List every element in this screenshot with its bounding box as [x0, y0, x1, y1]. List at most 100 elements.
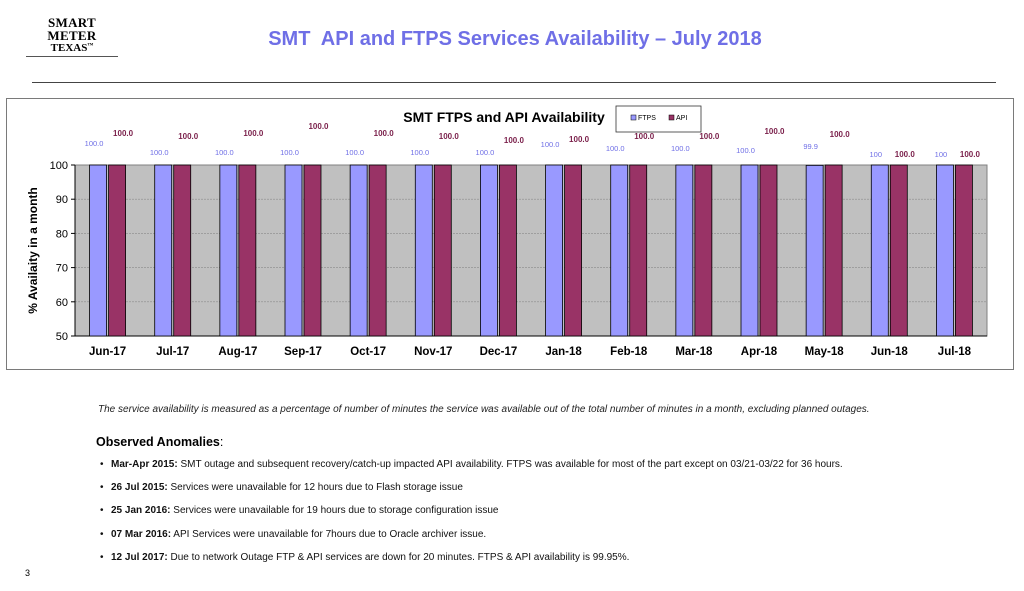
y-tick-label: 50 — [56, 331, 68, 343]
anomaly-item: • 25 Jan 2016: Services were unavailable … — [100, 505, 499, 517]
x-tick-label: Oct-17 — [350, 346, 386, 358]
page-title: SMT API and FTPS Services Availability –… — [268, 28, 762, 50]
y-tick-label: 90 — [56, 194, 68, 206]
data-label-ftps: 100.0 — [345, 148, 364, 157]
anomalies-heading: Observed Anomalies: — [96, 435, 224, 449]
bar-api — [889, 164, 908, 337]
x-tick-label: Mar-18 — [675, 346, 713, 358]
bar-api — [499, 164, 517, 337]
x-tick-label: Jun-17 — [89, 346, 126, 358]
bar-api — [694, 164, 713, 337]
data-label-api: 100.0 — [243, 129, 264, 138]
data-label-ftps: 100.0 — [476, 148, 495, 157]
x-tick-label: Jul-17 — [156, 346, 189, 358]
data-label-ftps: 100.0 — [541, 140, 560, 149]
chart-title: SMT FTPS and API Availability — [403, 109, 605, 125]
y-tick-label: 100 — [50, 160, 68, 172]
bar-ftps — [480, 164, 498, 337]
data-label-api: 100.0 — [569, 135, 590, 144]
bar-api — [955, 164, 973, 337]
bar-ftps — [545, 164, 563, 337]
chart-svg: 50 60 70 80 90 100 % Availaity in a month SMT F… — [26, 105, 988, 358]
bar-api — [759, 164, 778, 337]
anomaly-item: • 07 Mar 2016: API Services were unavaila… — [100, 528, 487, 540]
y-tick-label: 80 — [56, 228, 68, 240]
logo-rule — [26, 56, 118, 57]
x-tick-label: Jun-18 — [871, 346, 909, 358]
bar-ftps — [349, 164, 368, 337]
legend-label-api: API — [676, 115, 687, 122]
x-tick-label: Apr-18 — [741, 346, 778, 358]
bar-api — [108, 164, 126, 337]
logo-line-2: TEXAS™ — [50, 42, 94, 54]
bar-api — [303, 164, 322, 337]
data-label-api: 100.0 — [830, 130, 851, 139]
data-label-api: 100.0 — [634, 132, 655, 141]
bar-ftps — [740, 164, 759, 337]
data-label-api: 100.0 — [374, 129, 395, 138]
data-label-api: 100.0 — [960, 150, 981, 159]
x-tick-label: Jan-18 — [545, 346, 582, 358]
x-tick-label: Jul-18 — [938, 346, 972, 358]
bar-ftps — [284, 164, 303, 337]
bar-ftps — [870, 164, 889, 337]
data-label-ftps: 100.0 — [671, 144, 690, 153]
data-label-api: 100.0 — [895, 150, 916, 159]
bar-api — [564, 164, 582, 337]
bar-ftps — [936, 164, 954, 337]
data-label-ftps: 100.0 — [280, 148, 299, 157]
data-label-api: 100.0 — [504, 136, 525, 145]
plot-area — [74, 164, 988, 337]
header-divider — [32, 82, 996, 83]
bar-ftps — [89, 164, 107, 337]
page-number: 3 — [25, 568, 31, 578]
legend-swatch-ftps — [630, 114, 637, 121]
anomaly-item: • 26 Jul 2015: Services were unavailable … — [100, 482, 463, 494]
data-label-ftps: 100 — [870, 150, 883, 159]
data-label-ftps: 100.0 — [606, 144, 625, 153]
y-tick-label: 60 — [56, 297, 68, 309]
data-label-ftps: 100.0 — [150, 148, 169, 157]
bar-ftps — [675, 164, 694, 337]
legend-label-ftps: FTPS — [638, 115, 656, 122]
x-tick-label: Aug-17 — [218, 346, 257, 358]
anomaly-item: • Mar-Apr 2015: SMT outage and subsequent… — [100, 459, 843, 470]
data-label-ftps: 100.0 — [736, 146, 755, 155]
data-label-ftps: 100.0 — [410, 148, 429, 157]
availability-note: The service availability is measured as … — [98, 404, 870, 415]
data-label-ftps: 100.0 — [215, 148, 234, 157]
bar-ftps — [805, 164, 824, 337]
x-tick-label: May-18 — [805, 346, 845, 358]
y-tick-label: 70 — [56, 263, 68, 275]
x-tick-label: Dec-17 — [480, 346, 518, 358]
data-label-api: 100.0 — [308, 122, 329, 131]
x-tick-label: Sep-17 — [284, 346, 322, 358]
bar-api — [824, 164, 843, 337]
legend-swatch-api — [668, 114, 675, 121]
data-label-api: 100.0 — [178, 132, 199, 141]
anomalies-list: • Mar-Apr 2015: SMT outage and subsequent… — [100, 458, 843, 574]
data-label-api: 100.0 — [699, 132, 720, 141]
data-label-ftps: 100.0 — [85, 139, 104, 148]
bar-ftps — [414, 164, 433, 337]
data-label-api: 100.0 — [764, 127, 785, 136]
bar-api — [433, 164, 452, 337]
bar-ftps — [154, 164, 173, 337]
smart-meter-texas-logo: SMART METER TEXAS™ — [22, 16, 122, 57]
chart-legend — [615, 105, 702, 133]
data-label-ftps: 100 — [935, 150, 948, 159]
bar-api — [629, 164, 648, 337]
logo-line-1: SMART METER — [47, 15, 97, 43]
data-label-api: 100.0 — [439, 132, 460, 141]
bar-api — [238, 164, 257, 337]
data-label-ftps: 99.9 — [803, 142, 818, 151]
anomaly-item: • 12 Jul 2017: Due to network Outage FTP … — [100, 551, 630, 563]
data-label-api: 100.0 — [113, 129, 134, 138]
x-tick-label: Nov-17 — [414, 346, 452, 358]
y-axis-label: % Availaity in a month — [26, 187, 40, 313]
bar-api — [173, 164, 192, 337]
bar-api — [368, 164, 387, 337]
bar-ftps — [610, 164, 629, 337]
bar-ftps — [219, 164, 238, 337]
x-tick-label: Feb-18 — [610, 346, 648, 358]
